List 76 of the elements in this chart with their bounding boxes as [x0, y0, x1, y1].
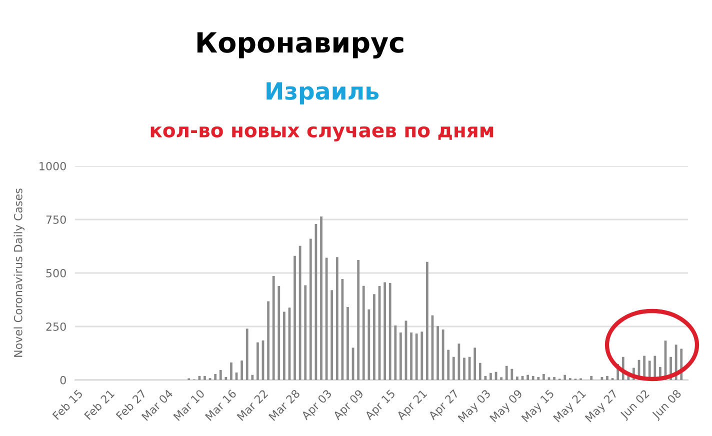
bar [510, 368, 514, 380]
bar [251, 374, 254, 380]
bar [267, 301, 270, 380]
bar [304, 285, 307, 380]
text: кол-во новых случаев по дням [150, 126, 494, 142]
bar [505, 366, 508, 380]
bar [410, 332, 412, 380]
bar [256, 342, 259, 380]
bar [415, 334, 418, 380]
x-tick-label: Apr 15 [364, 389, 398, 422]
x-tick-label: Apr 03 [300, 389, 334, 422]
y-tick-label: 750 [46, 215, 66, 224]
bar [463, 358, 466, 380]
bar [336, 257, 338, 380]
bar [537, 377, 540, 380]
bar [564, 374, 566, 380]
bar [230, 362, 232, 380]
bar [478, 362, 482, 380]
y-axis-title: Novel Coronavirus Daily Cases [14, 188, 24, 357]
bar [420, 332, 424, 380]
bar [490, 372, 492, 380]
bar [452, 356, 455, 380]
bar [362, 286, 365, 380]
bar [384, 282, 386, 380]
bar [219, 370, 222, 380]
x-tick-label: Feb 21 [84, 389, 115, 420]
bar [224, 377, 228, 380]
bar [606, 376, 608, 380]
bar [532, 376, 534, 380]
x-tick-label: Mar 16 [204, 388, 237, 421]
bar [500, 377, 503, 380]
chart-title: Коронавирус [197, 32, 404, 58]
x-tick-label: Mar 22 [236, 389, 268, 421]
bar [278, 286, 280, 380]
y-tick-label: 0 [60, 376, 66, 384]
bar [442, 329, 444, 380]
bar [553, 377, 556, 380]
bar [309, 238, 312, 380]
bar [590, 376, 593, 380]
y-tick-label: 250 [46, 322, 66, 331]
bar [204, 376, 206, 380]
x-tick-label: Jun 08 [651, 389, 684, 422]
bar [542, 374, 545, 380]
bar [346, 307, 349, 380]
x-tick-label: Mar 10 [173, 388, 206, 421]
bar [484, 376, 487, 380]
chart-subtitle: Израиль [266, 82, 379, 104]
bar [394, 325, 397, 380]
bar [272, 276, 275, 380]
x-tick-label: Mar 28 [268, 389, 300, 421]
bar [246, 328, 248, 380]
bar [436, 326, 439, 380]
bar [368, 309, 370, 380]
bar [447, 350, 450, 380]
bar [373, 294, 376, 380]
bar [426, 262, 428, 380]
bar [388, 283, 392, 380]
bar [214, 374, 217, 380]
y-tick-label: 1000 [40, 162, 66, 170]
bar [357, 260, 360, 380]
bar [526, 374, 529, 380]
bar [320, 216, 322, 380]
bar [240, 360, 244, 380]
bar [400, 332, 402, 380]
bar [330, 290, 334, 380]
x-tick-label: Feb 15 [52, 389, 84, 420]
bar [294, 256, 296, 380]
bar [282, 312, 286, 380]
x-tick-label: Apr 21 [396, 389, 429, 422]
bar [516, 376, 518, 380]
bar [474, 348, 476, 380]
bar [627, 376, 630, 380]
bar [298, 246, 302, 380]
x-tick-label: Jun 02 [619, 389, 652, 422]
y-tick-label: 500 [46, 268, 66, 278]
x-tick-label: Apr 09 [332, 389, 366, 422]
